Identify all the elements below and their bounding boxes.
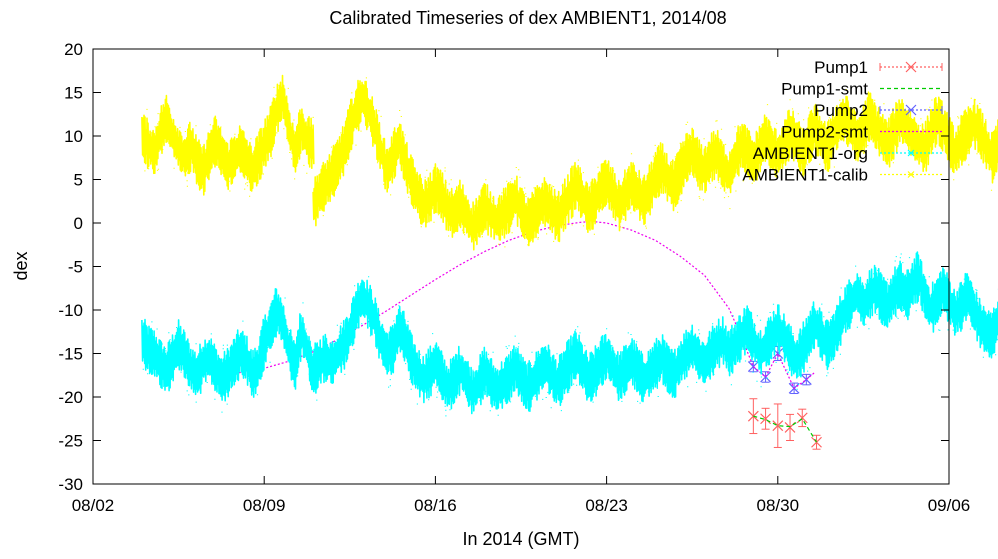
data-point-marker bbox=[760, 413, 771, 425]
series-line bbox=[753, 415, 818, 443]
series-trace bbox=[141, 74, 315, 196]
legend-label: AMBIENT1-org bbox=[753, 144, 868, 163]
plot-traces bbox=[141, 74, 998, 450]
y-tick-label: 15 bbox=[64, 84, 83, 103]
legend-label: AMBIENT1-calib bbox=[742, 166, 868, 185]
series-outliers bbox=[315, 253, 998, 417]
legend-label: Pump1 bbox=[814, 58, 868, 77]
legend-label: Pump1-smt bbox=[781, 80, 868, 99]
y-tick-label: -20 bbox=[58, 388, 83, 407]
y-tick-label: 0 bbox=[74, 214, 83, 233]
series-trace bbox=[312, 79, 998, 251]
series-outliers bbox=[142, 296, 313, 413]
y-tick-label: 10 bbox=[64, 127, 83, 146]
x-tick-label: 08/23 bbox=[585, 496, 628, 515]
y-tick-label: -10 bbox=[58, 301, 83, 320]
legend-label: Pump2 bbox=[814, 101, 868, 120]
legend-sample-marker bbox=[907, 149, 915, 157]
chart-title: Calibrated Timeseries of dex AMBIENT1, 2… bbox=[329, 8, 726, 28]
y-tick-label: 5 bbox=[74, 171, 83, 190]
series-ambient1-org bbox=[141, 251, 998, 417]
y-tick-label: -5 bbox=[68, 258, 83, 277]
legend-sample-marker bbox=[905, 104, 917, 116]
x-tick-label: 08/30 bbox=[757, 496, 800, 515]
series-trace bbox=[141, 288, 315, 402]
legend-label: Pump2-smt bbox=[781, 123, 868, 142]
y-tick-label: -25 bbox=[58, 432, 83, 451]
series-trace bbox=[312, 251, 998, 415]
series-pump1 bbox=[747, 398, 822, 450]
x-axis: 08/02 08/09 08/16 08/23 08/30 09/06 bbox=[72, 49, 971, 515]
y-axis: 20 15 10 5 0 -5 -10 -15 -20 -25 -30 bbox=[58, 40, 949, 494]
y-tick-label: -30 bbox=[58, 475, 83, 494]
data-point-marker bbox=[760, 371, 771, 383]
series-pump2-smt bbox=[190, 221, 815, 390]
y-tick-label: -15 bbox=[58, 345, 83, 364]
data-point-marker bbox=[772, 420, 784, 432]
legend-sample-marker bbox=[907, 171, 915, 178]
series-pump1-smt bbox=[753, 415, 818, 443]
series-outliers bbox=[314, 77, 996, 248]
data-point-marker bbox=[811, 436, 822, 448]
legend-sample-marker bbox=[905, 61, 917, 73]
x-tick-label: 08/09 bbox=[243, 496, 286, 515]
series-ambient1-calib bbox=[141, 74, 998, 251]
series-outliers bbox=[144, 84, 314, 197]
x-axis-label: In 2014 (GMT) bbox=[462, 529, 579, 549]
legend: Pump1 Pump1-smt Pump2 Pump2-smt AMBIENT1-org… bbox=[742, 58, 943, 185]
y-tick-label: 20 bbox=[64, 40, 83, 59]
y-axis-label: dex bbox=[11, 251, 31, 280]
x-tick-label: 09/06 bbox=[928, 496, 971, 515]
series-line bbox=[190, 221, 815, 390]
x-tick-label: 08/02 bbox=[72, 496, 115, 515]
x-tick-label: 08/16 bbox=[414, 496, 457, 515]
